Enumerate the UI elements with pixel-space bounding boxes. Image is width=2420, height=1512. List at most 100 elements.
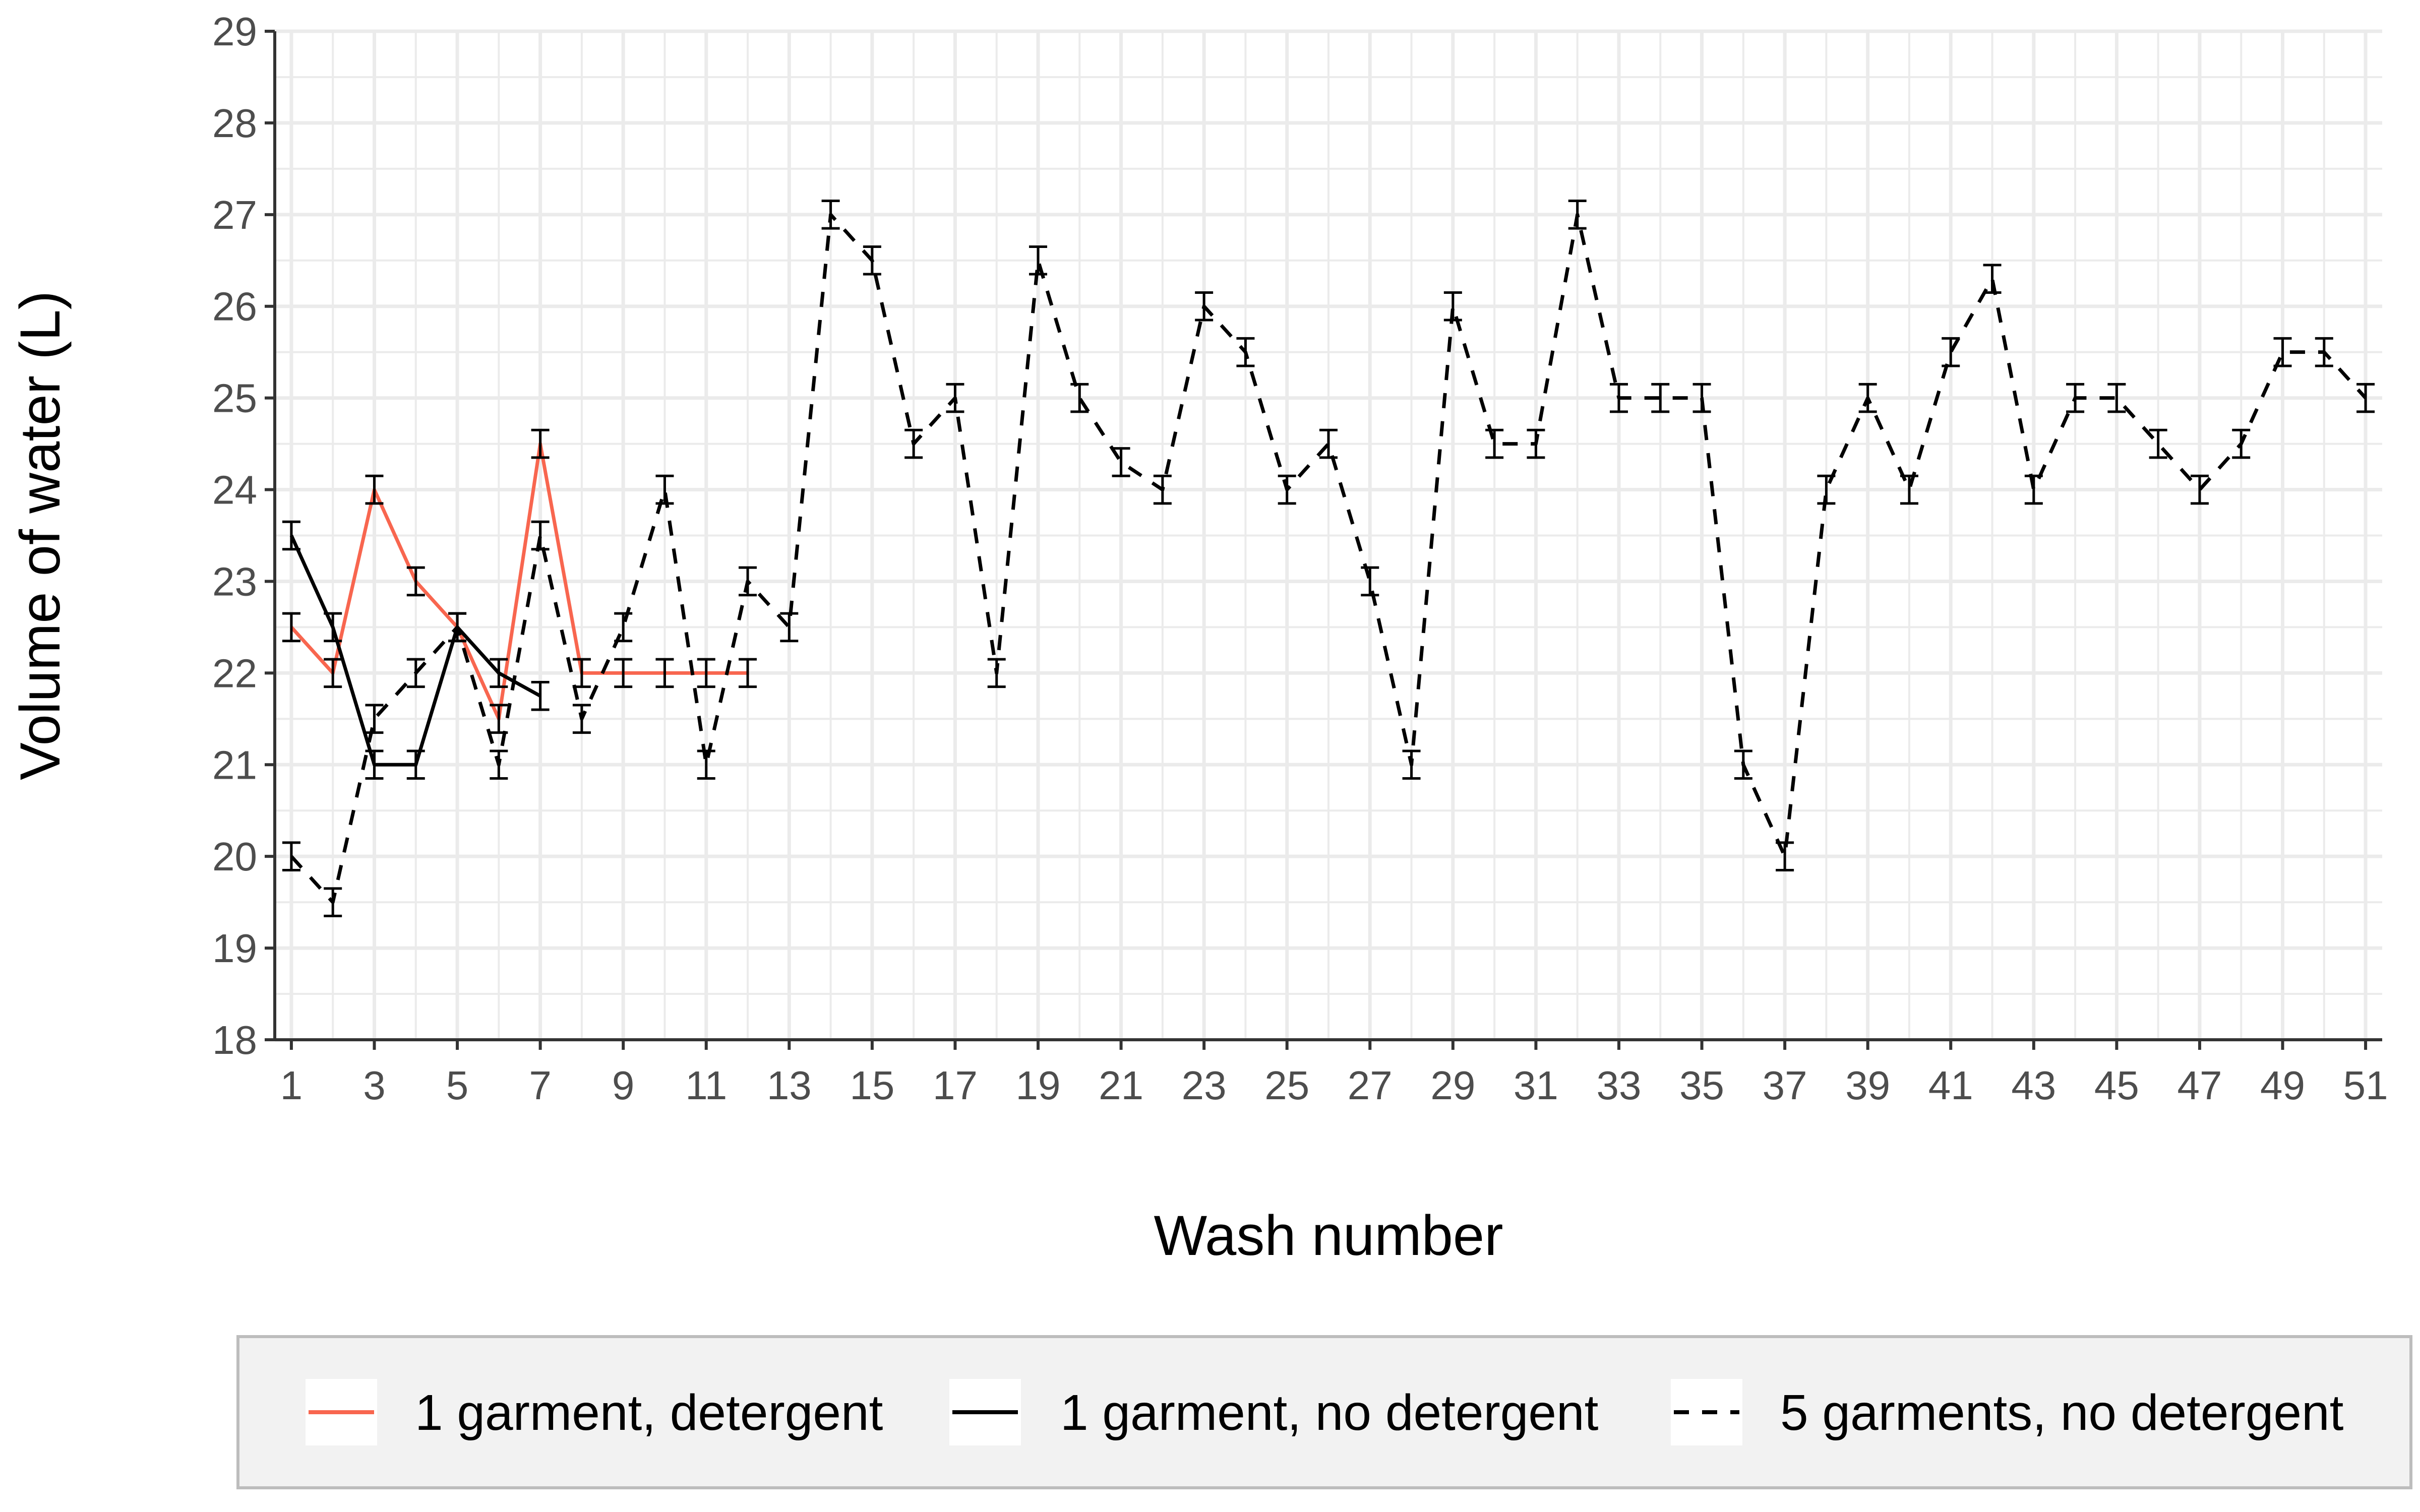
error-bar [531, 520, 550, 551]
x-tick-label: 35 [1679, 1063, 1724, 1108]
error-bars [282, 200, 2375, 917]
error-bar [1112, 447, 1130, 477]
x-tick-label: 5 [446, 1063, 469, 1108]
legend-item-1: 1 garment, detergent [306, 1379, 883, 1445]
error-bar [531, 681, 550, 711]
error-bar [1527, 428, 1545, 459]
error-bar [2315, 337, 2333, 367]
error-bar [2356, 383, 2375, 413]
legend-box [236, 1335, 2412, 1489]
error-bar [2232, 428, 2251, 459]
error-bar [1734, 749, 1752, 780]
error-bar [406, 749, 425, 780]
error-bar [365, 704, 384, 734]
error-bar [697, 749, 715, 780]
y-tick-label: 23 [212, 559, 257, 604]
error-bar [365, 474, 384, 505]
error-bar [2273, 337, 2292, 367]
error-bar [1485, 428, 1504, 459]
y-tick-label: 21 [212, 742, 257, 787]
error-bar [1361, 566, 1379, 597]
error-bar [697, 658, 715, 688]
error-bar [2190, 474, 2209, 505]
error-bar [1609, 383, 1628, 413]
error-bar [655, 474, 674, 505]
series-line-1 [290, 442, 748, 721]
x-tick-label: 41 [1928, 1063, 1973, 1108]
error-bar [1776, 841, 1794, 871]
x-tick-label: 51 [2343, 1063, 2388, 1108]
y-tick-label: 29 [212, 9, 257, 54]
x-tick-label: 31 [1514, 1063, 1558, 1108]
error-bar [324, 658, 342, 688]
x-tick-label: 7 [529, 1063, 552, 1108]
series-line-3 [290, 213, 2367, 904]
error-bar [1692, 383, 1711, 413]
y-tick-label: 26 [212, 284, 257, 329]
error-bar [1319, 428, 1338, 459]
error-bar [655, 658, 674, 688]
x-tick-label: 17 [933, 1063, 978, 1108]
x-tick-label: 37 [1763, 1063, 1807, 1108]
error-bar [1195, 291, 1214, 322]
error-bar [2107, 383, 2126, 413]
x-tick-label: 47 [2177, 1063, 2222, 1108]
legend: 1 garment, detergent 1 garment, no deterg… [236, 1335, 2412, 1489]
error-bar [1651, 383, 1670, 413]
error-bar [282, 841, 300, 871]
y-tick-label: 18 [212, 1018, 257, 1062]
error-bar [1942, 337, 1960, 367]
error-bar [282, 520, 300, 551]
x-tick-label: 9 [612, 1063, 635, 1108]
y-tick-label: 20 [212, 834, 257, 879]
error-bar [946, 383, 964, 413]
error-bar [1070, 383, 1089, 413]
x-tick-label: 23 [1182, 1063, 1227, 1108]
x-tick-label: 21 [1099, 1063, 1143, 1108]
x-axis-title: Wash number [1154, 1204, 1503, 1267]
x-tick-label: 11 [685, 1063, 727, 1108]
x-tick-label: 1 [280, 1063, 303, 1108]
y-axis-title: Volume of water (L) [9, 291, 72, 780]
error-bar [365, 749, 384, 780]
error-bar [739, 658, 757, 688]
error-bar [572, 704, 591, 734]
x-tick-label: 13 [767, 1063, 812, 1108]
error-bar [572, 658, 591, 688]
error-bar [2066, 383, 2085, 413]
error-bar [406, 658, 425, 688]
y-tick-label: 22 [212, 651, 257, 696]
y-tick-label: 25 [212, 376, 257, 421]
error-bar [1983, 264, 2002, 294]
error-bar [739, 566, 757, 597]
error-bar [904, 428, 923, 459]
y-tick-label: 19 [212, 926, 257, 971]
error-bar [1236, 337, 1255, 367]
error-bar [448, 612, 467, 643]
error-bar [490, 658, 508, 688]
legend-item-2: 1 garment, no detergent [949, 1379, 1599, 1445]
error-bar [1817, 474, 1836, 505]
error-bar [821, 200, 840, 230]
error-bar [1402, 749, 1421, 780]
error-bar [406, 566, 425, 597]
legend-label: 1 garment, no detergent [1060, 1384, 1599, 1441]
error-bar [490, 704, 508, 734]
error-bar [2024, 474, 2043, 505]
error-bar [324, 612, 342, 643]
legend-label: 1 garment, detergent [415, 1384, 883, 1441]
error-bar [1153, 474, 1172, 505]
error-bar [2149, 428, 2167, 459]
error-bar [490, 749, 508, 780]
x-tick-label: 39 [1845, 1063, 1890, 1108]
major-gridlines [275, 29, 2382, 1042]
x-tick-label: 33 [1596, 1063, 1641, 1108]
x-tick-label: 45 [2094, 1063, 2139, 1108]
x-tick-label: 27 [1348, 1063, 1393, 1108]
x-tick-label: 49 [2260, 1063, 2305, 1108]
error-bar [531, 428, 550, 459]
error-bar [863, 245, 881, 276]
error-bar [780, 612, 799, 643]
x-tick-label: 3 [363, 1063, 386, 1108]
